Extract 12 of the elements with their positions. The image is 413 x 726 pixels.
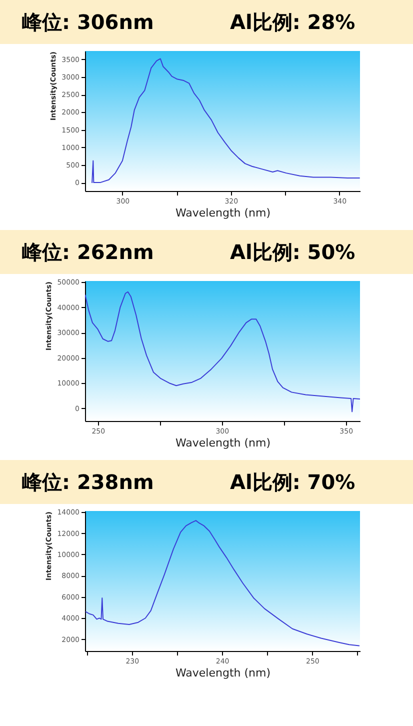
x-axis-title: Wavelength (nm) — [175, 666, 271, 680]
chart-title: 峰位: 306nm — [22, 10, 154, 34]
line-series — [85, 291, 360, 412]
x-axis-title: Wavelength (nm) — [175, 206, 271, 220]
line-series — [85, 520, 360, 646]
line-series — [92, 58, 360, 184]
chart-title: 峰位: 238nm — [22, 470, 154, 494]
chart-subtitle: Al比例: 28% — [230, 10, 356, 34]
chart-subtitle: Al比例: 50% — [230, 240, 356, 264]
chart-subtitle: Al比例: 70% — [230, 470, 356, 494]
x-axis-title: Wavelength (nm) — [175, 436, 271, 450]
chart-title: 峰位: 262nm — [22, 240, 154, 264]
